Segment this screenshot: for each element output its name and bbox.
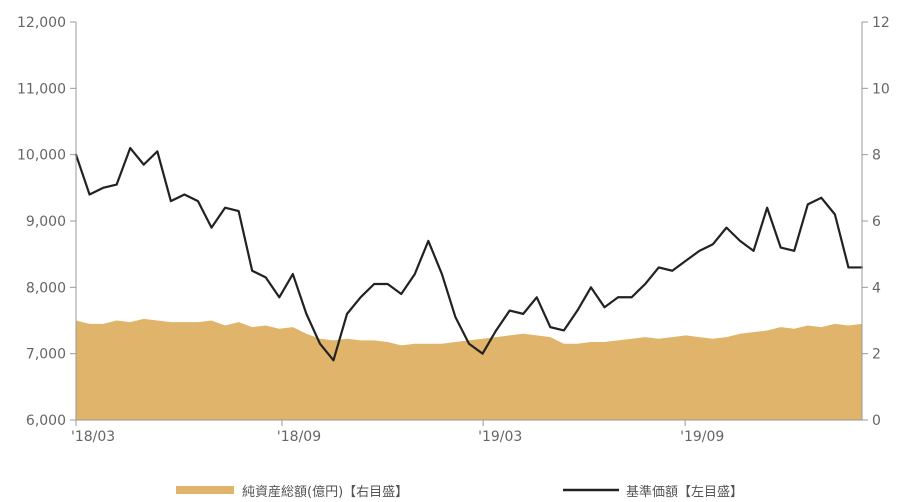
x-tick-label: '18/03 [71,429,115,445]
left-tick-label: 9,000 [26,214,66,230]
right-tick-label: 10 [872,81,890,97]
x-tick-label: '18/09 [277,429,321,445]
left-tick-label: 12,000 [17,15,66,31]
legend-line-label: 基準価額【左目盛】 [626,484,743,500]
left-tick-label: 8,000 [26,280,66,296]
x-tick-label: '19/09 [680,429,724,445]
line-layer [74,146,864,362]
right-tick-label: 0 [872,413,881,429]
x-tick-label: '19/03 [478,429,522,445]
right-tick-label: 6 [872,214,881,230]
right-tick-label: 2 [872,347,881,363]
legend-area-swatch [176,486,234,494]
left-axis-ticks: 12,000 11,000 10,000 9,000 8,000 7,000 6,000 [17,15,76,429]
legend: 純資産総額(億円)【右目盛】 基準価額【左目盛】 [176,484,743,500]
left-tick-label: 11,000 [17,81,66,97]
net-assets-area [76,318,862,420]
right-tick-label: 8 [872,148,881,164]
left-tick-label: 6,000 [26,413,66,429]
right-tick-label: 12 [872,15,890,31]
right-tick-label: 4 [872,280,881,296]
left-tick-label: 7,000 [26,347,66,363]
area-layer [76,318,862,420]
legend-area-label: 純資産総額(億円)【右目盛】 [242,484,408,500]
right-axis-ticks: 12 10 8 6 4 2 0 [862,15,890,429]
x-axis-ticks: '18/03 '18/09 '19/03 '19/09 [71,420,724,445]
nav-line [74,146,864,362]
left-tick-label: 10,000 [17,148,66,164]
